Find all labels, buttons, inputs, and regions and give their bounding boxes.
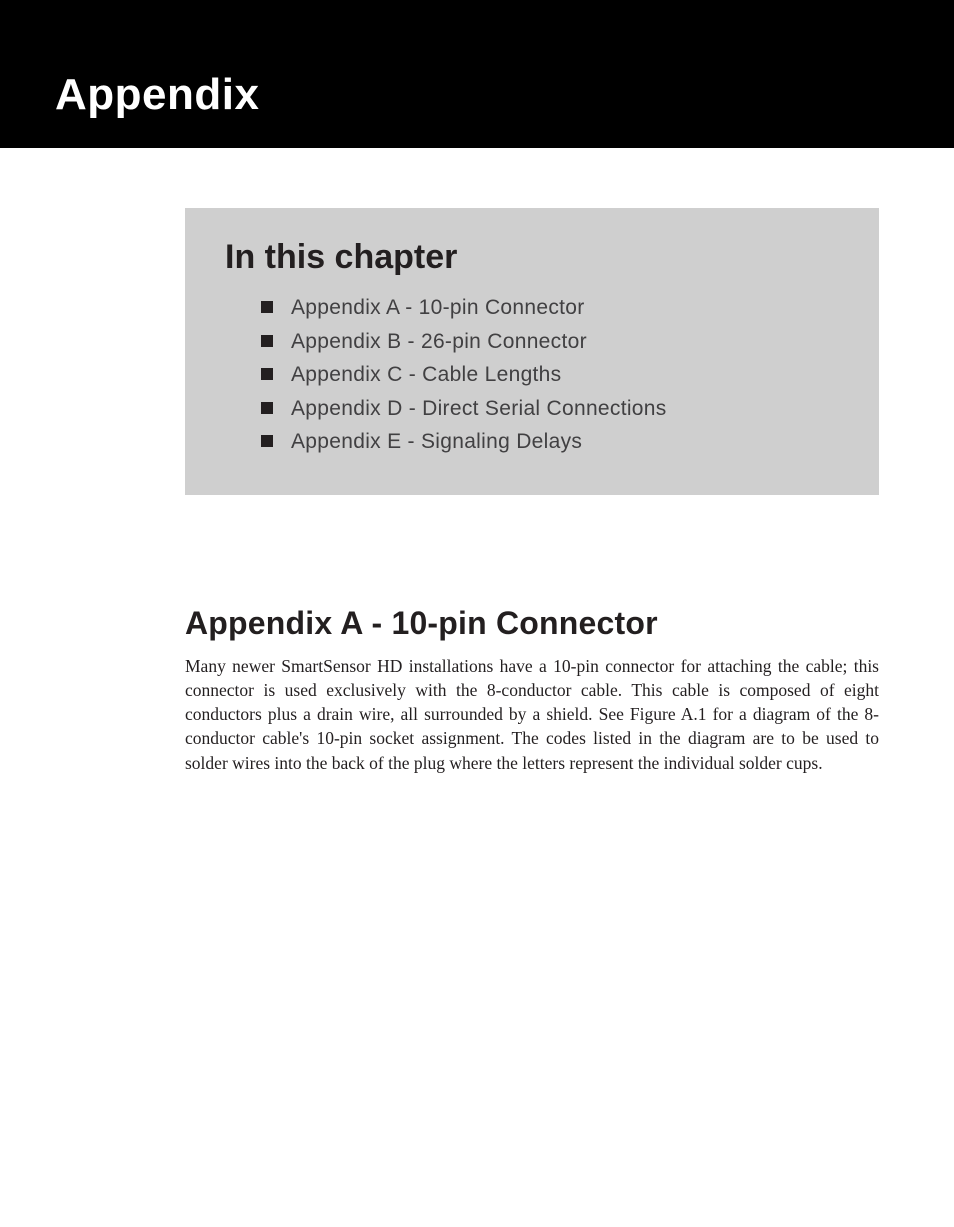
chapter-banner: Appendix <box>0 0 954 148</box>
chapter-title: Appendix <box>55 70 954 120</box>
toc-box: In this chapter Appendix A - 10-pin Conn… <box>185 208 879 495</box>
page: Appendix In this chapter Appendix A - 10… <box>0 0 954 1227</box>
section-body: Many newer SmartSensor HD installations … <box>185 654 879 775</box>
toc-item: Appendix A - 10-pin Connector <box>261 291 839 325</box>
toc-item: Appendix C - Cable Lengths <box>261 358 839 392</box>
toc-item: Appendix E - Signaling Delays <box>261 425 839 459</box>
toc-item: Appendix B - 26-pin Connector <box>261 325 839 359</box>
toc-item: Appendix D - Direct Serial Connections <box>261 392 839 426</box>
section-appendix-a: Appendix A - 10-pin Connector Many newer… <box>185 605 879 775</box>
toc-list: Appendix A - 10-pin Connector Appendix B… <box>225 291 839 459</box>
toc-heading: In this chapter <box>225 238 839 277</box>
section-heading: Appendix A - 10-pin Connector <box>185 605 879 642</box>
